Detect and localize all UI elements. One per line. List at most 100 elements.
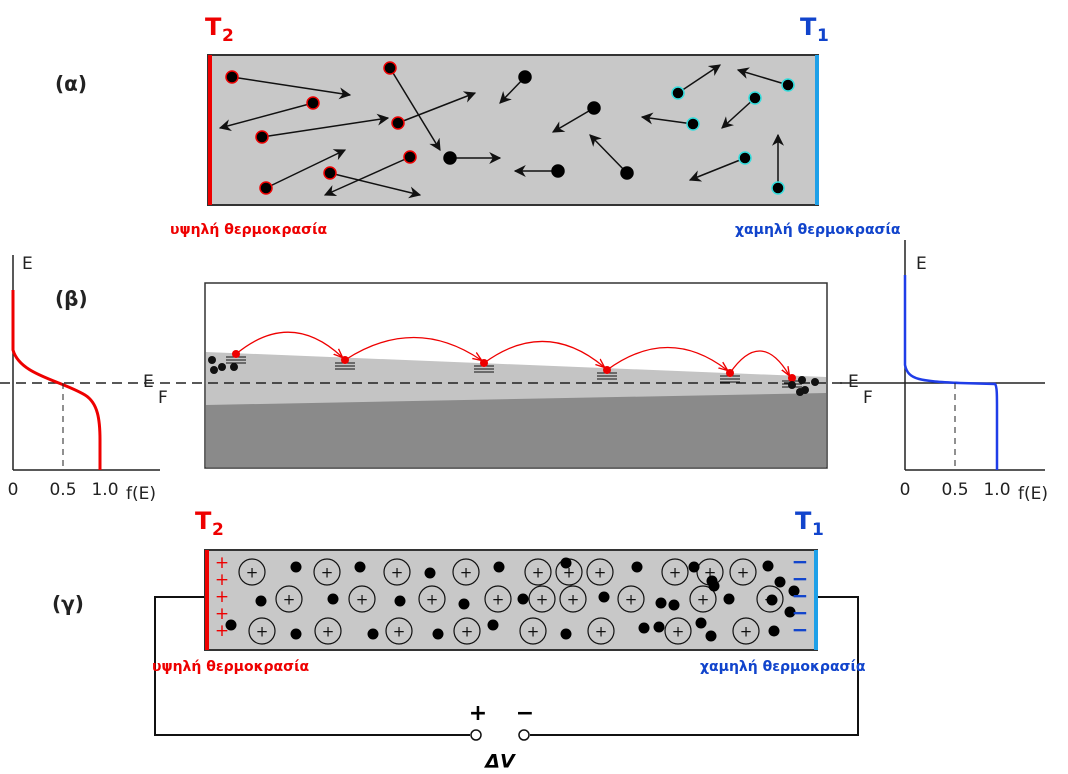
bar-a — [208, 55, 818, 205]
electron — [672, 87, 684, 99]
electron — [384, 62, 396, 74]
electron — [328, 594, 339, 605]
y-axis-label: E — [22, 254, 33, 274]
tick-label: 0 — [900, 480, 911, 500]
electron — [696, 618, 707, 629]
fermi-subscript: F — [158, 388, 168, 408]
electron — [788, 381, 796, 389]
thermoelectric-diagram: T 2 T 1 (α) υψηλή θερμοκρασία χαμηλή θερ… — [0, 0, 1068, 774]
ion-sign: + — [391, 564, 404, 582]
positive-charge: + — [215, 621, 229, 641]
ion-sign: + — [492, 591, 505, 609]
electron — [218, 363, 226, 371]
electron — [519, 71, 531, 83]
electron — [763, 561, 774, 572]
ion-sign: + — [669, 564, 682, 582]
cold-subscript: 1 — [812, 520, 824, 540]
electron — [798, 376, 806, 384]
ion-sign: + — [461, 623, 474, 641]
electron — [749, 92, 761, 104]
cold-symbol: T — [800, 13, 817, 41]
electron — [775, 577, 786, 588]
terminal — [471, 730, 481, 740]
fermi-subscript: F — [863, 388, 873, 408]
electron — [552, 165, 564, 177]
electron — [291, 562, 302, 573]
tick-label: 0 — [8, 480, 19, 500]
hot-caption: υψηλή θερμοκρασία — [170, 222, 328, 238]
electron — [656, 598, 667, 609]
cold-symbol: T — [795, 507, 812, 535]
electron — [769, 626, 780, 637]
panel-a: T 2 T 1 (α) υψηλή θερμοκρασία χαμηλή θερ… — [55, 13, 901, 238]
electron — [772, 182, 784, 194]
cold-subscript: 1 — [817, 26, 829, 46]
hot-caption: υψηλή θερμοκρασία — [152, 659, 310, 675]
electron — [208, 356, 216, 364]
electron — [226, 71, 238, 83]
tick-label: 0.5 — [49, 480, 76, 500]
tick-label: 0.5 — [941, 480, 968, 500]
electron — [561, 629, 572, 640]
panel-b: (β) E F E F E 0 0.5 1.0 f(E) E 0 0.5 1.0… — [0, 240, 1048, 504]
electron — [669, 600, 680, 611]
ion-sign: + — [737, 564, 750, 582]
electron — [256, 131, 268, 143]
electron — [210, 366, 218, 374]
ion-sign: + — [283, 591, 296, 609]
electron — [639, 623, 650, 634]
plus-terminal: + — [469, 701, 487, 726]
electron — [632, 562, 643, 573]
electron — [307, 97, 319, 109]
electron — [782, 79, 794, 91]
electron — [709, 581, 720, 592]
voltage-label: ΔV — [483, 751, 516, 773]
ion-sign: + — [322, 623, 335, 641]
fermi-symbol: E — [848, 372, 859, 392]
electron — [230, 363, 238, 371]
cold-distribution — [905, 275, 997, 470]
electron — [561, 558, 572, 569]
electron — [260, 182, 272, 194]
cold-caption: χαμηλή θερμοκρασία — [700, 659, 866, 675]
electron — [724, 594, 735, 605]
tick-label: 1.0 — [983, 480, 1010, 500]
hopping-electron — [788, 374, 796, 382]
electron — [256, 596, 267, 607]
deep-band — [206, 393, 826, 467]
electron — [739, 152, 751, 164]
hot-distribution — [13, 290, 100, 470]
electron — [588, 102, 600, 114]
y-axis-label: E — [916, 254, 927, 274]
ion-sign: + — [256, 623, 269, 641]
ion-sign: + — [321, 564, 334, 582]
electron — [324, 167, 336, 179]
x-axis-label: f(E) — [1018, 484, 1048, 504]
electron — [444, 152, 456, 164]
electron — [459, 599, 470, 610]
electron — [654, 622, 665, 633]
electron — [392, 117, 404, 129]
ion-sign: + — [527, 623, 540, 641]
electron — [494, 562, 505, 573]
ion-sign: + — [460, 564, 473, 582]
panel-label: (α) — [55, 72, 87, 96]
electron — [621, 167, 633, 179]
electron — [433, 629, 444, 640]
electron — [687, 118, 699, 130]
electron — [395, 596, 406, 607]
ion-sign: + — [697, 591, 710, 609]
ion-sign: + — [595, 623, 608, 641]
panel-label: (β) — [55, 287, 88, 311]
electron — [355, 562, 366, 573]
electron — [767, 595, 778, 606]
ion-sign: + — [246, 564, 259, 582]
hot-subscript: 2 — [212, 520, 224, 540]
tick-label: 1.0 — [91, 480, 118, 500]
panel-c: T 2 T 1 (γ) υψηλή θερμοκρασία χαμηλή θερ… — [52, 507, 866, 773]
ion-sign: + — [567, 591, 580, 609]
electron — [599, 592, 610, 603]
electron — [291, 629, 302, 640]
electron — [689, 562, 700, 573]
ion-sign: + — [426, 591, 439, 609]
